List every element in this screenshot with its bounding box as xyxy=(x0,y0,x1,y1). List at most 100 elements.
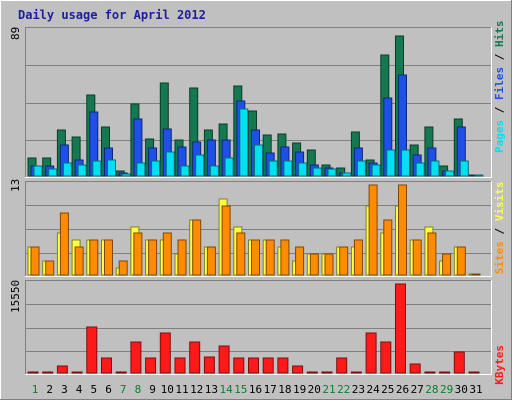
bar-sites-day-12 xyxy=(192,219,202,276)
bar-pages-day-25 xyxy=(386,149,396,177)
day-label-7: 7 xyxy=(120,383,127,396)
day-label-24: 24 xyxy=(366,383,380,396)
bar-pages-day-17 xyxy=(268,160,278,177)
day-label-17: 17 xyxy=(264,383,277,396)
bar-sites-day-26 xyxy=(398,184,407,276)
bar-sites-day-24 xyxy=(368,184,378,276)
bar-sites-day-10 xyxy=(162,232,172,276)
day-label-28: 28 xyxy=(425,383,438,396)
bar-kbytes-day-2 xyxy=(42,371,54,374)
bar-kbytes-day-9 xyxy=(145,357,157,374)
visits-sites-legend: Sites / Visits xyxy=(493,181,506,274)
day-label-22: 22 xyxy=(337,383,350,396)
bar-sites-day-25 xyxy=(383,219,393,276)
bar-pages-day-4 xyxy=(77,164,87,177)
day-label-19: 19 xyxy=(293,383,306,396)
bar-sites-day-4 xyxy=(74,246,84,276)
day-label-15: 15 xyxy=(234,383,247,396)
bar-kbytes-day-20 xyxy=(306,371,318,374)
day-label-5: 5 xyxy=(90,383,97,396)
bar-kbytes-day-30 xyxy=(453,351,465,374)
bar-sites-day-3 xyxy=(59,212,69,276)
bar-pages-day-7 xyxy=(121,173,131,177)
bar-pages-day-19 xyxy=(298,162,308,177)
bar-sites-day-16 xyxy=(251,239,260,276)
bar-kbytes-day-31 xyxy=(468,371,480,374)
bar-pages-day-15 xyxy=(239,108,249,177)
bar-kbytes-day-13 xyxy=(203,356,215,374)
bar-pages-day-18 xyxy=(283,160,293,177)
legend-separator: / xyxy=(493,100,506,120)
bar-sites-day-13 xyxy=(206,246,216,276)
bar-pages-day-3 xyxy=(62,162,72,177)
day-label-6: 6 xyxy=(105,383,112,396)
bar-sites-day-27 xyxy=(412,239,422,276)
day-label-14: 14 xyxy=(219,383,233,396)
day-label-16: 16 xyxy=(249,383,262,396)
bar-kbytes-day-10 xyxy=(159,332,171,374)
bar-kbytes-day-6 xyxy=(101,357,112,374)
bar-kbytes-day-8 xyxy=(130,341,142,374)
bar-pages-day-22 xyxy=(342,172,352,177)
day-label-21: 21 xyxy=(322,383,335,396)
legend-hits-text: Pages / Files / Hits xyxy=(493,21,506,154)
bar-pages-day-6 xyxy=(107,159,116,177)
day-label-1: 1 xyxy=(32,383,39,396)
bar-sites-day-8 xyxy=(133,232,143,276)
day-label-29: 29 xyxy=(440,383,453,396)
bar-sites-day-2 xyxy=(45,260,55,276)
day-label-18: 18 xyxy=(278,383,291,396)
bar-sites-day-14 xyxy=(221,205,231,276)
day-label-11: 11 xyxy=(175,383,188,396)
bar-kbytes-day-21 xyxy=(321,371,333,374)
bar-pages-day-12 xyxy=(195,154,205,177)
bar-pages-day-20 xyxy=(312,167,322,177)
bar-sites-day-15 xyxy=(236,232,246,276)
day-label-12: 12 xyxy=(190,383,203,396)
bar-pages-day-27 xyxy=(415,162,425,177)
legend-visits: Visits xyxy=(493,181,506,221)
visits-sites-panel xyxy=(25,181,492,277)
bar-kbytes-day-7 xyxy=(115,371,127,374)
bar-kbytes-day-18 xyxy=(277,357,289,374)
bar-kbytes-day-28 xyxy=(424,371,436,374)
legend-pages: Pages xyxy=(493,120,506,153)
bar-kbytes-day-29 xyxy=(439,371,451,374)
day-label-23: 23 xyxy=(352,383,365,396)
bar-kbytes-day-19 xyxy=(292,365,304,374)
bar-sites-day-31 xyxy=(471,273,481,276)
chart-title: Daily usage for April 2012 xyxy=(18,8,206,22)
legend-separator: / xyxy=(493,47,506,67)
bar-sites-day-18 xyxy=(280,239,290,276)
bar-sites-day-6 xyxy=(104,239,113,276)
hits-files-pages-legend: Pages / Files / Hits xyxy=(493,21,506,154)
visits-ymax-label: 13 xyxy=(9,179,22,192)
bar-sites-day-9 xyxy=(148,239,158,276)
kbytes-panel xyxy=(25,280,492,375)
bar-sites-day-5 xyxy=(89,239,99,276)
bar-sites-day-28 xyxy=(427,232,437,276)
bar-pages-day-30 xyxy=(459,160,469,177)
bar-kbytes-day-5 xyxy=(86,326,98,374)
bar-sites-day-29 xyxy=(442,253,452,276)
bar-pages-day-5 xyxy=(92,160,102,177)
day-label-8: 8 xyxy=(135,383,142,396)
bar-kbytes-day-26 xyxy=(395,283,406,374)
bar-kbytes-day-1 xyxy=(27,371,39,374)
legend-files: Files xyxy=(493,67,506,100)
bar-sites-day-7 xyxy=(118,260,128,276)
bar-sites-day-20 xyxy=(309,253,319,276)
bar-pages-day-23 xyxy=(356,160,366,177)
bar-kbytes-day-27 xyxy=(409,363,421,374)
bar-kbytes-day-22 xyxy=(336,357,348,374)
bar-kbytes-day-15 xyxy=(233,357,245,374)
bar-pages-day-21 xyxy=(327,168,337,177)
bar-pages-day-29 xyxy=(445,170,455,177)
legend-kbytes: KBytes xyxy=(493,345,506,385)
bar-kbytes-day-12 xyxy=(189,341,201,374)
bar-kbytes-day-14 xyxy=(218,345,230,374)
bar-pages-day-14 xyxy=(224,157,234,177)
day-label-20: 20 xyxy=(308,383,321,396)
bar-sites-day-22 xyxy=(339,246,349,276)
